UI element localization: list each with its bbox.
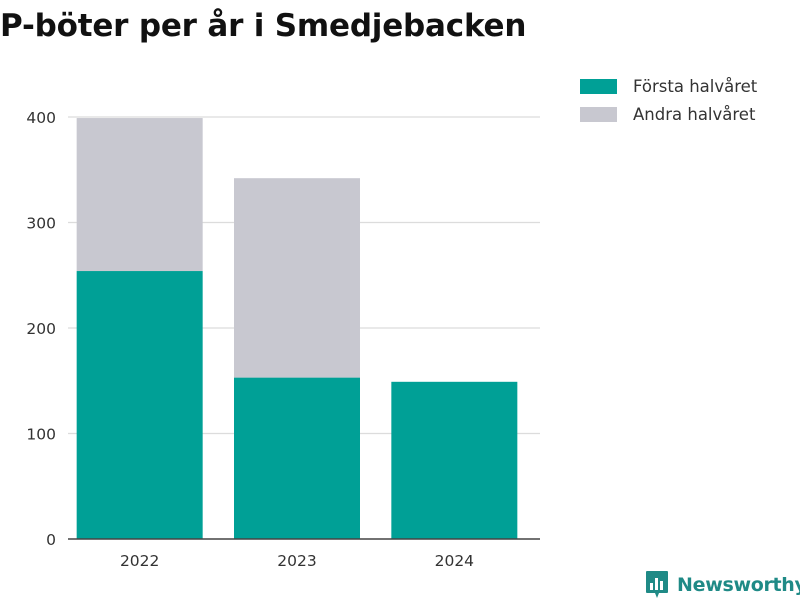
y-tick-label: 100 (26, 426, 56, 444)
x-tick-labels: 2022 2023 2024 (120, 552, 474, 570)
legend-label-second-half: Andra halvåret (633, 104, 756, 124)
y-tick-label: 200 (26, 320, 56, 338)
y-tick-label: 300 (26, 215, 56, 233)
bar-2022-series-1[interactable] (76, 118, 203, 272)
legend: Första halvåret Andra halvåret (580, 72, 757, 128)
x-tick-label: 2022 (120, 552, 159, 570)
newsworthy-logo-icon (646, 571, 668, 598)
legend-item-first-half[interactable]: Första halvåret (580, 72, 757, 100)
legend-swatch-first-half (580, 78, 617, 94)
bar-2023-series-1[interactable] (234, 178, 360, 378)
x-tick-label: 2023 (277, 552, 316, 570)
bar-2023-series-0[interactable] (234, 377, 360, 539)
bar-stacks (76, 118, 518, 539)
x-tick-label: 2024 (435, 552, 474, 570)
bar-2022-series-0[interactable] (76, 271, 203, 539)
y-tick-label: 400 (26, 109, 56, 127)
legend-item-second-half[interactable]: Andra halvåret (580, 100, 757, 128)
newsworthy-brand: Newsworthy (645, 570, 800, 600)
brand-name: Newsworthy (677, 574, 800, 596)
chart-title: P-böter per år i Smedjebacken (0, 8, 527, 44)
legend-label-first-half: Första halvåret (633, 76, 758, 96)
y-tick-labels: 0 100 200 300 400 (26, 109, 56, 549)
y-tick-label: 0 (46, 531, 56, 549)
bar-2024-series-0[interactable] (391, 381, 518, 539)
legend-swatch-second-half (580, 106, 617, 122)
